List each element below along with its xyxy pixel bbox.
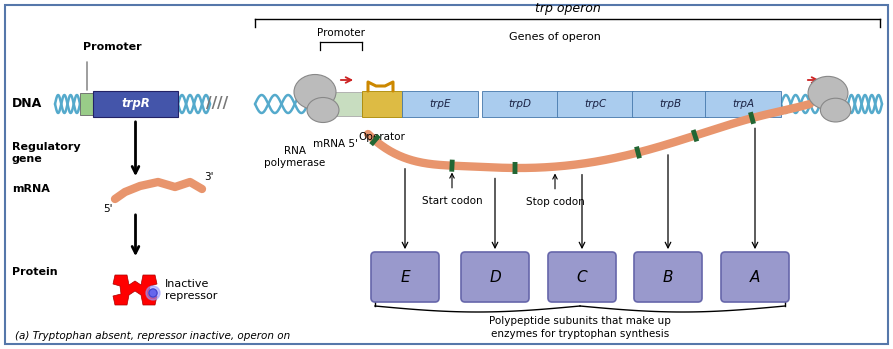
Text: C: C	[577, 269, 588, 284]
Text: Inactive
repressor: Inactive repressor	[165, 279, 217, 301]
Circle shape	[146, 286, 160, 300]
Text: trpC: trpC	[584, 99, 606, 109]
Text: mRNA: mRNA	[12, 184, 50, 194]
Circle shape	[149, 289, 157, 297]
Text: Protein: Protein	[12, 267, 58, 277]
Text: mRNA 5': mRNA 5'	[313, 139, 358, 149]
FancyBboxPatch shape	[5, 5, 888, 344]
Text: trpR: trpR	[121, 97, 150, 111]
Ellipse shape	[821, 98, 851, 122]
FancyBboxPatch shape	[362, 91, 402, 117]
FancyBboxPatch shape	[557, 91, 633, 117]
Text: trpD: trpD	[508, 99, 531, 109]
Text: 5': 5'	[104, 204, 113, 214]
Text: A: A	[750, 269, 760, 284]
Text: //: //	[206, 97, 218, 111]
FancyBboxPatch shape	[402, 91, 478, 117]
Text: DNA: DNA	[12, 97, 42, 111]
Text: Regulatory
gene: Regulatory gene	[12, 142, 80, 164]
FancyBboxPatch shape	[634, 252, 702, 302]
FancyBboxPatch shape	[371, 252, 439, 302]
Text: Operator: Operator	[359, 132, 405, 142]
Text: Promoter: Promoter	[83, 42, 141, 52]
Ellipse shape	[808, 76, 848, 110]
FancyBboxPatch shape	[705, 91, 781, 117]
FancyBboxPatch shape	[461, 252, 529, 302]
Text: Promoter: Promoter	[317, 28, 365, 38]
Ellipse shape	[294, 74, 336, 110]
FancyBboxPatch shape	[548, 252, 616, 302]
Text: (a) Tryptophan absent, repressor inactive, operon on: (a) Tryptophan absent, repressor inactiv…	[15, 331, 290, 341]
Text: D: D	[489, 269, 501, 284]
FancyBboxPatch shape	[482, 91, 558, 117]
FancyBboxPatch shape	[320, 92, 362, 116]
Text: 3': 3'	[204, 172, 213, 182]
Text: trpB: trpB	[659, 99, 681, 109]
FancyBboxPatch shape	[632, 91, 708, 117]
Text: Polypeptide subunits that make up
enzymes for tryptophan synthesis: Polypeptide subunits that make up enzyme…	[489, 316, 671, 339]
Text: RNA
polymerase: RNA polymerase	[264, 146, 326, 168]
Text: //: //	[217, 97, 229, 111]
FancyBboxPatch shape	[93, 91, 178, 117]
Text: B: B	[663, 269, 673, 284]
FancyBboxPatch shape	[721, 252, 789, 302]
Ellipse shape	[307, 97, 339, 122]
PathPatch shape	[113, 275, 157, 305]
Text: E: E	[400, 269, 410, 284]
Text: Stop codon: Stop codon	[526, 196, 584, 207]
Text: trpE: trpE	[430, 99, 451, 109]
Text: Genes of operon: Genes of operon	[509, 32, 601, 42]
Text: Start codon: Start codon	[421, 196, 482, 206]
Text: trpA: trpA	[732, 99, 754, 109]
Text: trp operon: trp operon	[535, 2, 600, 15]
FancyBboxPatch shape	[80, 93, 93, 115]
